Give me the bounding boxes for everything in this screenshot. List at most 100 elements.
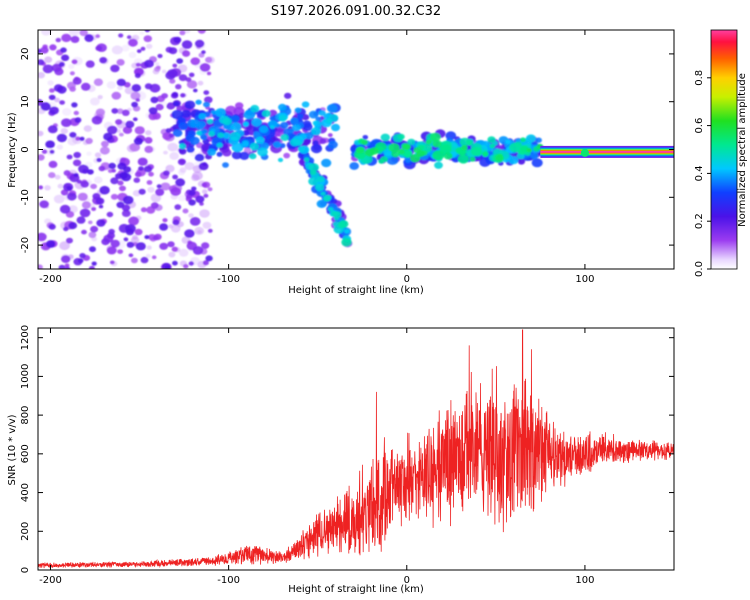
snr-y-tick-label: 0	[20, 567, 31, 573]
spectrogram-cell	[397, 148, 405, 155]
snr-x-tick-label: -100	[217, 575, 240, 586]
snr-x-tick-label: 0	[404, 575, 410, 586]
spectrogram-cell	[338, 220, 349, 229]
spectrogram-cell	[355, 146, 365, 154]
spectrogram-cell	[269, 116, 276, 121]
spectrogram-cell	[253, 131, 261, 137]
spectrogram-cell	[139, 31, 145, 35]
snr-y-tick-label: 200	[20, 522, 31, 541]
spectrogram-cell	[117, 85, 123, 91]
spectrogram-cell	[344, 229, 350, 234]
spectrogram-cell	[186, 80, 198, 89]
spectrogram-cell	[243, 110, 256, 120]
spectrogram-cell	[110, 239, 121, 248]
spectrogram-cell	[230, 115, 240, 123]
spectrogram-cell	[109, 260, 115, 265]
spectrogram-cell	[119, 132, 124, 137]
spectrogram-cell	[309, 169, 317, 175]
spectrogram-cell	[69, 86, 76, 92]
spectrogram-cell	[122, 195, 134, 205]
spectrogram-cell	[130, 236, 140, 244]
spectrogram-cell	[168, 47, 178, 55]
spectrogram-cell	[103, 132, 113, 141]
snr-x-tick-label: 100	[575, 575, 594, 586]
spectrogram-cell	[179, 167, 187, 173]
spectrogram-cell	[199, 63, 211, 72]
spectrogram-cell	[443, 152, 453, 160]
colorbar-tick-label: 0.2	[694, 213, 705, 229]
spectrogram-cell	[118, 33, 124, 38]
spectrogram-cell	[136, 49, 142, 53]
spectrogram-cell	[135, 242, 146, 251]
spectrogram-cell	[111, 168, 116, 173]
spectrogram-cell	[40, 46, 49, 54]
spectrogram-cell	[194, 153, 205, 162]
spectrogram-cell	[138, 188, 146, 195]
spectrogram-cell	[205, 255, 213, 262]
spectrogram-cell	[207, 187, 213, 192]
spectrogram-cell	[93, 78, 103, 86]
spectrogram-cell	[151, 255, 157, 260]
spectrogram-cell	[59, 100, 65, 105]
spectrogram-cell	[403, 149, 413, 158]
spectrogram-cell	[140, 207, 147, 213]
spectrogram-cell	[132, 117, 138, 122]
spectrogram-cell	[119, 185, 126, 192]
spectrogram-cell	[216, 142, 223, 148]
spectrogram-cell	[79, 208, 91, 218]
spectrogram-cell	[130, 91, 141, 100]
spectrogram-cell	[95, 197, 105, 205]
spectrogram-cell	[243, 122, 249, 127]
spectrogram-cell	[135, 62, 141, 67]
spectrogram-cell	[223, 132, 231, 139]
spectrogram-cell	[99, 57, 108, 64]
spectrogram-cell	[77, 192, 88, 201]
spectrogram-cell	[95, 108, 105, 116]
snr-y-tick-label: 600	[20, 444, 31, 463]
spectrogram-cell	[106, 246, 117, 255]
spectrogram-cell	[76, 216, 86, 224]
spectrogram-cell	[110, 177, 119, 185]
spectrogram-cell	[106, 211, 114, 218]
spectrogram-cell	[56, 133, 67, 143]
snr-panel: -200 -100 0 100 0 200 400 600 800 1000 1200 Heigh…	[7, 325, 675, 595]
spectrogram-cell	[134, 228, 143, 236]
spectrogram-cell	[461, 145, 468, 151]
spectrogram-cell	[87, 169, 94, 175]
spectrogram-cell	[321, 158, 332, 168]
spectrogram-cell	[131, 84, 141, 92]
spectrogram-blobs	[38, 30, 545, 269]
spectrogram-cell	[172, 124, 180, 131]
spectrogram-cell	[66, 237, 73, 244]
spectrogram-cell	[159, 242, 169, 250]
spectrogram-cell	[81, 229, 87, 235]
spectrogram-cell	[229, 131, 241, 141]
spectrogram-cell	[72, 77, 82, 85]
spectrogram-cell	[38, 59, 45, 66]
spectrogram-cell	[134, 126, 145, 135]
spectrogram-cell	[181, 109, 192, 118]
spectrogram-cell	[144, 59, 154, 68]
chart-title: S197.2026.091.00.32.C32	[271, 4, 441, 19]
snr-y-tick-label: 400	[20, 483, 31, 502]
spectrogram-y-axis-label: Frequency (Hz)	[7, 112, 18, 188]
spectrogram-cell	[63, 226, 69, 232]
spectrogram-cell	[144, 235, 150, 240]
spectrogram-cell	[197, 30, 206, 34]
spectrogram-cell	[128, 51, 137, 59]
snr-y-ticks: 0 200 400 600 800 1000 1200	[20, 325, 674, 573]
spectrogram-cell	[48, 223, 56, 230]
snr-y-tick-label: 800	[20, 406, 31, 425]
spectrogram-cell	[173, 101, 180, 107]
spectrogram-cell	[284, 92, 292, 99]
spectrogram-cell	[172, 260, 178, 266]
spectrogram-cell	[530, 152, 539, 160]
spectrogram-cell	[177, 158, 186, 166]
spectrogram-cell	[110, 193, 119, 200]
colorbar-ticks: 0.0 0.2 0.4 0.6 0.8	[694, 70, 711, 277]
spectrogram-cell	[134, 171, 142, 178]
spectrogram-cell	[194, 39, 205, 48]
spectrogram-cell	[175, 84, 182, 90]
spectrogram-cell	[210, 110, 217, 115]
spectrogram-cell	[152, 112, 161, 120]
